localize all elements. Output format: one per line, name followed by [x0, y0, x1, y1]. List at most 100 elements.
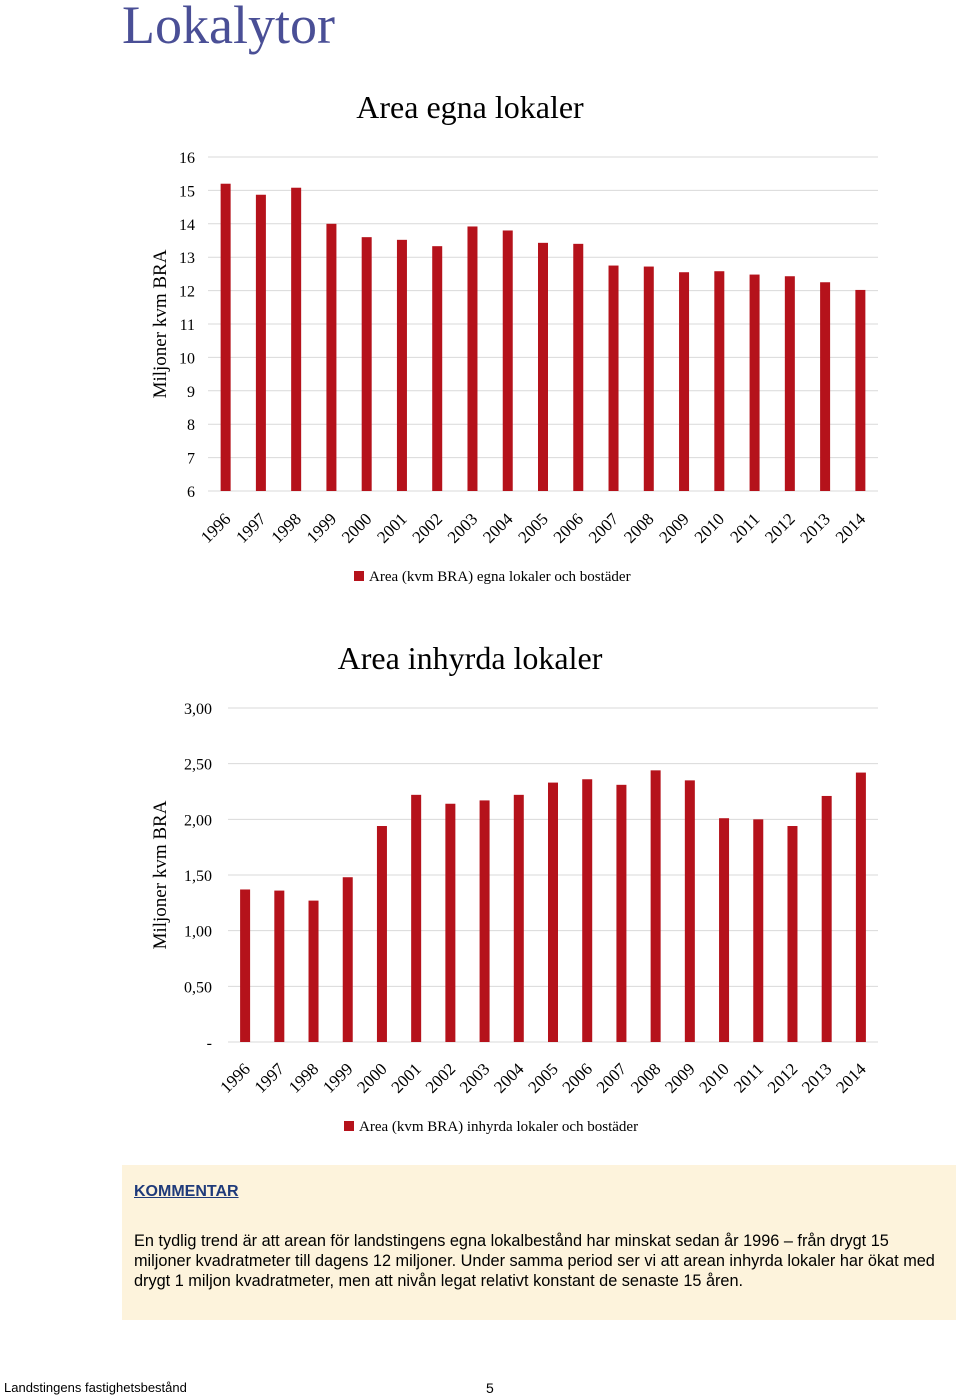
y-tick-label: 2,50 — [184, 757, 212, 774]
bar-1996 — [240, 889, 251, 1042]
legend-label: Area (kvm BRA) inhyrda lokaler och bostä… — [359, 1119, 638, 1135]
y-tick-label: 8 — [187, 417, 195, 434]
y-tick-label: 2,00 — [184, 812, 212, 829]
bar-2006 — [582, 779, 593, 1042]
bar-2011 — [753, 819, 764, 1042]
y-tick-label: 7 — [187, 451, 195, 468]
chart-area-egna-lokaler: Area egna lokaler Miljoner kvm BRA 6 7 8 9 10 1… — [150, 89, 878, 585]
bar-1998 — [308, 900, 319, 1042]
x-tick-label: 2007 — [593, 1059, 631, 1097]
comment-heading: KOMMENTAR — [134, 1183, 239, 1200]
x-tick-label: 2006 — [559, 1059, 596, 1096]
bar-1999 — [326, 223, 337, 492]
x-tick-label: 2011 — [726, 509, 763, 546]
x-tick-label: 2001 — [373, 509, 410, 546]
bar-2004 — [502, 230, 513, 492]
x-tick-label: 2009 — [655, 509, 692, 546]
footer-page-number: 5 — [486, 1380, 494, 1396]
x-tick-label: 2010 — [691, 509, 728, 546]
x-tick-label: 2009 — [661, 1059, 698, 1096]
y-tick-label: 14 — [179, 217, 195, 234]
x-tick-label: 2012 — [761, 509, 798, 546]
x-tick-label: 1999 — [303, 509, 340, 546]
x-tick-label: 2005 — [524, 1059, 561, 1096]
bar-2009 — [679, 272, 690, 491]
x-tick-label: 2002 — [409, 509, 446, 546]
y-tick-label: 3,00 — [184, 701, 212, 718]
x-tick-label: 1999 — [319, 1059, 356, 1096]
bar-2001 — [396, 239, 407, 491]
footer-publication: Landstingens fastighetsbestånd — [4, 1380, 187, 1395]
x-tick-label: 1997 — [232, 509, 270, 547]
y-tick-label: 9 — [187, 384, 195, 401]
x-tick-label: 2013 — [798, 1059, 835, 1096]
x-tick-label: 2002 — [422, 1059, 459, 1096]
y-axis-label: Miljoner kvm BRA — [150, 249, 171, 398]
bar-2009 — [684, 780, 695, 1042]
x-tick-label: 2004 — [490, 1059, 528, 1097]
y-tick-label: - — [207, 1035, 212, 1052]
bar-2012 — [784, 276, 795, 491]
page-title: Lokalytor — [122, 0, 335, 55]
bar-2001 — [411, 794, 422, 1042]
x-tick-label: 2000 — [353, 1059, 390, 1096]
x-tick-label: 2014 — [832, 1059, 870, 1097]
x-tick-label: 2013 — [796, 509, 833, 546]
y-tick-label: 10 — [179, 350, 195, 367]
bar-2008 — [650, 770, 661, 1042]
comment-text: En tydlig trend är att arean för landsti… — [134, 1232, 935, 1290]
legend-swatch — [344, 1121, 354, 1131]
bar-1996 — [220, 183, 231, 491]
bar-2005 — [538, 242, 548, 491]
x-tick-label: 2014 — [832, 509, 870, 547]
y-tick-label: 6 — [187, 484, 195, 501]
y-tick-label: 16 — [179, 150, 195, 167]
bar-2014 — [855, 772, 866, 1042]
x-tick-label: 2008 — [627, 1059, 664, 1096]
bar-2013 — [820, 282, 831, 491]
y-tick-label: 1,50 — [184, 868, 212, 885]
bar-1999 — [342, 877, 353, 1042]
bar-2006 — [573, 243, 584, 491]
bar-2011 — [749, 274, 760, 491]
chart-title: Area egna lokaler — [356, 89, 584, 125]
bar-2000 — [376, 826, 387, 1042]
y-tick-label: 13 — [179, 250, 195, 267]
x-tick-label: 2005 — [514, 509, 551, 546]
bar-2010 — [714, 271, 725, 491]
chart-title: Area inhyrda lokaler — [338, 640, 603, 676]
bar-2004 — [513, 794, 524, 1042]
x-tick-label: 1997 — [251, 1059, 289, 1097]
y-tick-label: 15 — [179, 183, 195, 200]
y-axis-label: Miljoner kvm BRA — [150, 800, 171, 949]
bar-2002 — [445, 803, 456, 1042]
x-tick-label: 1996 — [197, 509, 234, 546]
bar-2013 — [821, 795, 832, 1042]
chart-area-inhyrda-lokaler: Area inhyrda lokaler Miljoner kvm BRA - 0,5… — [150, 640, 878, 1135]
comment-box: KOMMENTAR En tydlig trend är att arean f… — [122, 1165, 956, 1320]
bar-2003 — [467, 226, 478, 492]
y-tick-label: 0,50 — [184, 979, 212, 996]
bar-2003 — [479, 800, 490, 1042]
bar-2008 — [643, 266, 654, 491]
bar-2005 — [548, 782, 558, 1042]
bar-2000 — [361, 237, 372, 491]
y-tick-label: 12 — [179, 284, 195, 301]
x-tick-label: 2003 — [444, 509, 481, 546]
legend-label: Area (kvm BRA) egna lokaler och bostäder — [369, 569, 631, 585]
x-tick-label: 2001 — [388, 1059, 425, 1096]
x-tick-label: 1998 — [268, 509, 305, 546]
x-tick-label: 1996 — [216, 1059, 253, 1096]
legend-swatch — [354, 571, 364, 581]
x-tick-label: 2004 — [479, 509, 517, 547]
x-tick-label: 2008 — [620, 509, 657, 546]
bar-1998 — [291, 187, 302, 491]
bar-2007 — [608, 265, 619, 491]
bar-2012 — [787, 826, 798, 1042]
bar-1997 — [255, 194, 266, 491]
x-tick-label: 2011 — [730, 1059, 767, 1096]
bar-2002 — [432, 246, 443, 491]
x-tick-label: 2000 — [338, 509, 375, 546]
x-tick-label: 2007 — [585, 509, 623, 547]
x-tick-label: 1998 — [285, 1059, 322, 1096]
